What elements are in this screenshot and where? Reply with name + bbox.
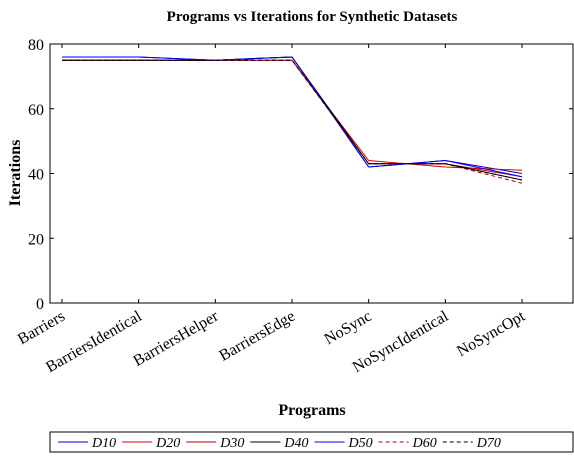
x-tick-label: NoSyncOpt [454,307,528,360]
y-tick-label: 0 [36,296,44,313]
series-line [62,59,523,181]
y-tick-label: 20 [28,231,44,248]
legend-label: D30 [219,436,244,451]
y-axis-label: Iterations [7,140,24,207]
legend-box [49,431,574,453]
y-tick-label: 60 [28,102,44,119]
y-tick-label: 80 [28,37,44,54]
plot-frame [49,43,574,304]
y-tick-label: 40 [28,167,44,184]
series-line [62,56,523,174]
series-line [62,59,523,178]
chart-title: Programs vs Iterations for Synthetic Dat… [167,9,458,25]
x-tick-label: NoSync [322,308,375,349]
legend-label: D20 [155,436,180,451]
x-tick-label: BarriersHelper [131,307,222,370]
x-tick-label: BarriersEdge [216,308,298,365]
legend-label: D50 [348,436,373,451]
legend-label: D70 [476,436,501,451]
series-line [62,56,523,178]
x-axis-label: Programs [278,402,345,419]
legend-label: D10 [91,436,116,451]
legend-label: D40 [283,436,308,451]
series-line [62,59,523,171]
legend-label: D60 [412,436,437,451]
x-tick-label: Barriers [15,308,68,348]
